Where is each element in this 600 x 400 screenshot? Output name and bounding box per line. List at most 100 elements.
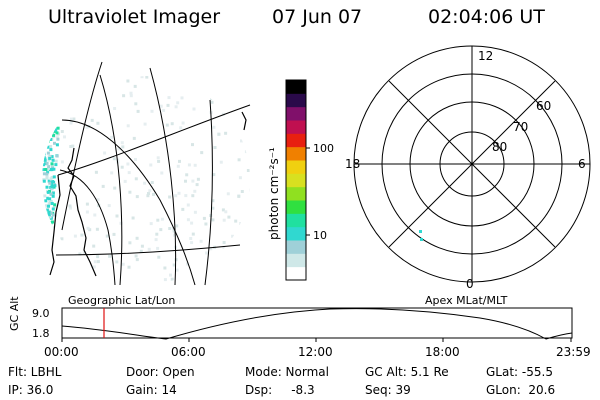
emission-pixel bbox=[150, 181, 154, 184]
emission-pixel bbox=[196, 177, 200, 181]
emission-pixel bbox=[122, 94, 126, 98]
colorbar-segment bbox=[286, 266, 306, 281]
emission-pixel bbox=[140, 76, 144, 79]
emission-pixel bbox=[47, 165, 51, 169]
emission-pixel bbox=[181, 121, 185, 125]
emission-pixel bbox=[45, 250, 49, 254]
emission-pixel bbox=[213, 146, 217, 149]
colorbar-segment bbox=[286, 133, 306, 148]
emission-pixel bbox=[43, 83, 47, 87]
emission-pixel bbox=[46, 190, 50, 194]
emission-pixel bbox=[44, 232, 48, 236]
emission-pixel bbox=[134, 102, 138, 106]
emission-pixel bbox=[160, 217, 164, 221]
emission-pixel bbox=[178, 159, 181, 163]
emission-pixel bbox=[211, 206, 215, 210]
altitude-curve bbox=[61, 308, 573, 340]
emission-pixel bbox=[61, 284, 64, 287]
emission-pixel bbox=[88, 228, 92, 232]
emission-pixel bbox=[186, 218, 190, 222]
emission-pixel bbox=[55, 135, 59, 139]
emission-pixel bbox=[129, 94, 133, 98]
emission-pixel bbox=[224, 98, 228, 102]
emission-pixel bbox=[146, 194, 150, 198]
emission-pixel bbox=[191, 143, 194, 147]
emission-pixel bbox=[42, 107, 46, 111]
emission-pixel bbox=[129, 91, 133, 95]
emission-pixel bbox=[187, 163, 191, 167]
emission-pixel bbox=[184, 194, 188, 198]
emission-pixel bbox=[47, 204, 50, 208]
emission-pixel bbox=[54, 94, 58, 98]
emission-pixel bbox=[90, 118, 94, 122]
emission-pixel bbox=[45, 96, 49, 100]
emission-pixel bbox=[51, 220, 54, 224]
emission-pixel bbox=[49, 89, 53, 93]
emission-pixel bbox=[86, 226, 90, 230]
lat-label-60: 60 bbox=[536, 99, 551, 113]
emission-pixel bbox=[152, 192, 155, 196]
emission-pixel bbox=[205, 251, 209, 255]
emission-pixel bbox=[43, 84, 47, 88]
emission-pixel bbox=[46, 228, 50, 232]
emission-pixel bbox=[52, 213, 55, 217]
emission-pixel bbox=[43, 234, 47, 237]
emission-pixel bbox=[96, 260, 100, 264]
emission-pixel bbox=[126, 79, 130, 83]
emission-pixel bbox=[47, 232, 51, 236]
emission-pixel bbox=[212, 125, 216, 129]
emission-pixel bbox=[135, 258, 139, 262]
time-tick-1200: 12:00 bbox=[298, 345, 333, 359]
emission-pixel bbox=[48, 133, 52, 137]
mlt-label-left: 18 bbox=[345, 157, 360, 171]
emission-pixel bbox=[192, 107, 196, 111]
emission-pixel bbox=[185, 173, 189, 177]
emission-pixel bbox=[54, 96, 58, 100]
emission-pixel bbox=[59, 72, 62, 75]
polar-emission-point bbox=[419, 230, 422, 233]
emission-pixel bbox=[50, 108, 54, 112]
emission-pixel bbox=[48, 156, 52, 160]
emission-pixel bbox=[214, 83, 218, 87]
emission-pixel bbox=[186, 262, 189, 266]
emission-pixel bbox=[43, 211, 47, 215]
emission-pixel bbox=[54, 236, 58, 240]
emission-pixel bbox=[51, 194, 55, 198]
emission-pixel bbox=[52, 76, 56, 78]
polar-caption: Apex MLat/MLT bbox=[425, 294, 508, 307]
emission-pixel bbox=[239, 275, 243, 279]
emission-pixel bbox=[47, 105, 51, 109]
emission-pixel bbox=[46, 127, 50, 131]
emission-pixel bbox=[50, 168, 54, 172]
emission-pixel bbox=[44, 131, 48, 135]
emission-pixel bbox=[55, 131, 59, 135]
emission-pixel bbox=[103, 151, 107, 155]
emission-pixel bbox=[46, 78, 50, 82]
emission-pixel bbox=[56, 137, 60, 141]
emission-pixel bbox=[85, 79, 89, 83]
emission-pixel bbox=[195, 183, 199, 187]
emission-pixel bbox=[241, 80, 245, 84]
emission-pixel bbox=[42, 210, 46, 214]
altitude-ytick-bottom: 1.8 bbox=[32, 327, 50, 340]
emission-pixel bbox=[202, 216, 206, 220]
geo-caption: Geographic Lat/Lon bbox=[68, 294, 176, 307]
emission-pixel bbox=[223, 275, 227, 279]
emission-pixel bbox=[54, 159, 58, 163]
emission-pixel bbox=[43, 194, 47, 198]
emission-pixel bbox=[136, 109, 140, 113]
emission-pixel bbox=[110, 135, 114, 139]
emission-pixel bbox=[66, 267, 70, 271]
emission-pixel bbox=[46, 217, 50, 221]
emission-pixel bbox=[222, 245, 226, 249]
emission-pixel bbox=[93, 260, 97, 264]
emission-pixel bbox=[54, 119, 58, 123]
mlt-label-right: 6 bbox=[578, 157, 586, 171]
emission-pixel bbox=[42, 179, 46, 183]
emission-pixel bbox=[43, 72, 46, 75]
emission-pixel bbox=[234, 238, 238, 242]
colorbar-segment bbox=[286, 200, 306, 214]
emission-pixel bbox=[107, 204, 111, 208]
emission-pixel bbox=[52, 114, 56, 118]
emission-pixel bbox=[229, 114, 233, 118]
